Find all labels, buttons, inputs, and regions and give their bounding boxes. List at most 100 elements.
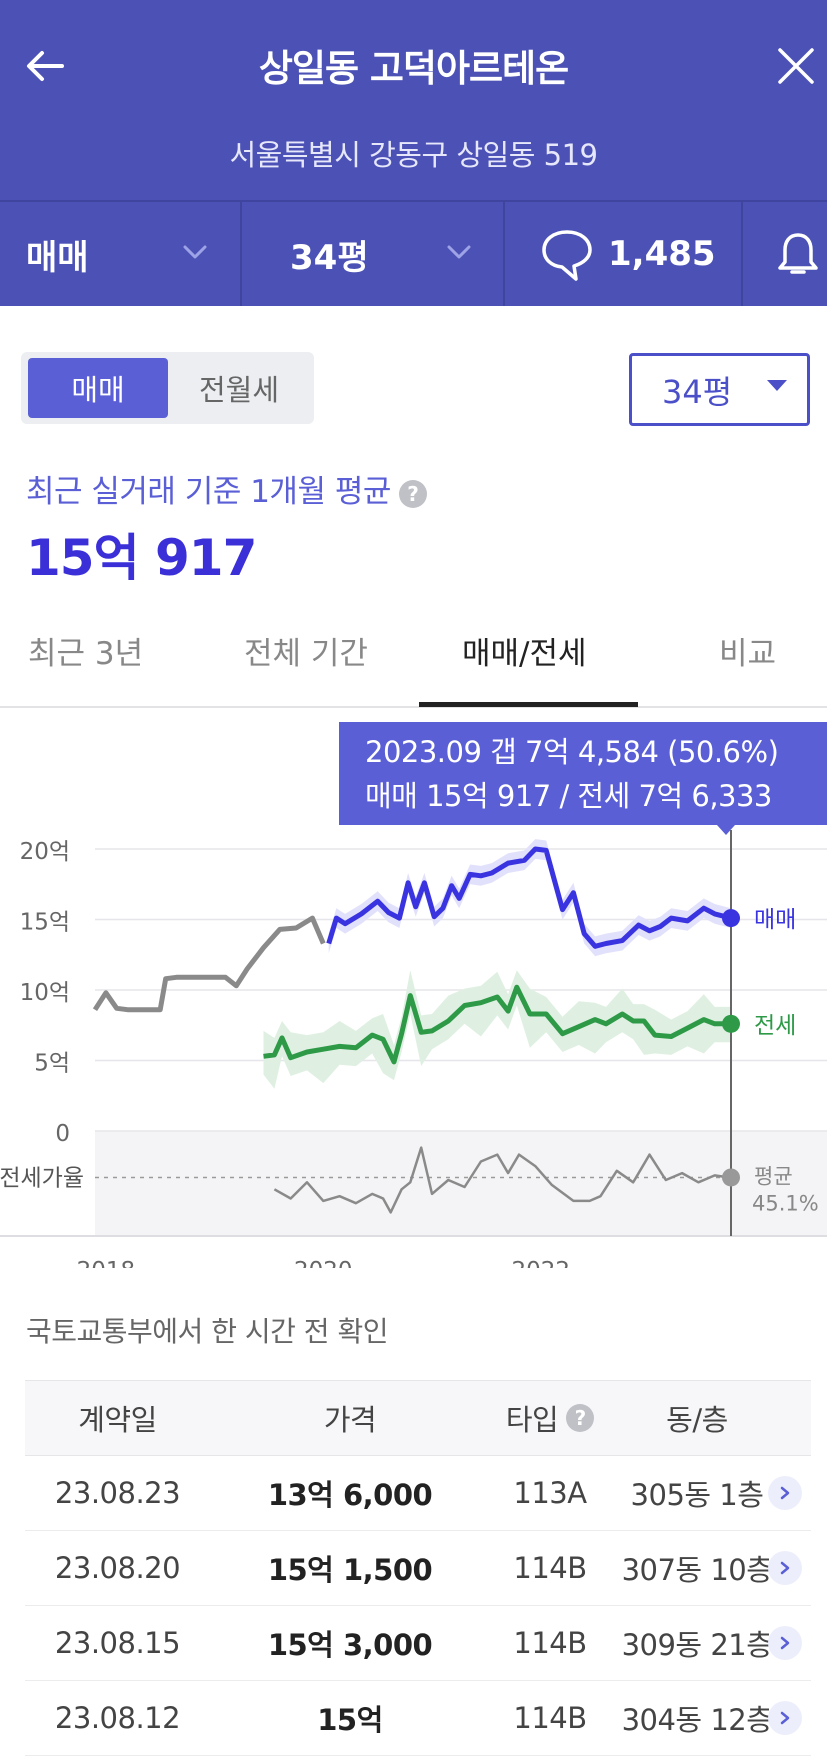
back-arrow-icon[interactable] bbox=[22, 42, 70, 90]
ratio-marker bbox=[722, 1168, 740, 1187]
size-select[interactable]: 34평 bbox=[629, 353, 810, 426]
header-date: 계약일 bbox=[78, 1403, 157, 1437]
deal-type-label: 매매 bbox=[26, 237, 89, 278]
help-icon[interactable]: ? bbox=[398, 479, 427, 508]
ratio-avg-label: 평균 bbox=[754, 1164, 793, 1188]
row-date: 23.08.23 bbox=[54, 1476, 181, 1510]
sale-history-line bbox=[92, 915, 326, 1013]
row-dong: 304동 12층 bbox=[621, 1703, 773, 1737]
toggle-sale[interactable]: 매매 bbox=[28, 358, 168, 418]
jeonse-series-label: 전세 bbox=[754, 1013, 796, 1039]
deal-type-toggle: 매매 전월세 bbox=[21, 352, 314, 424]
tab-recent-3y[interactable]: 최근 3년 bbox=[28, 636, 144, 672]
jeonse-marker bbox=[722, 1014, 740, 1033]
header-price: 가격 bbox=[323, 1403, 377, 1437]
row-detail-button[interactable] bbox=[765, 1606, 805, 1680]
header-dong: 동/층 bbox=[666, 1403, 728, 1437]
table-row[interactable]: 23.08.23 13억 6,000 113A 305동 1층 bbox=[25, 1456, 811, 1531]
row-dong: 305동 1층 bbox=[630, 1478, 764, 1512]
sale-marker bbox=[722, 909, 740, 928]
ratio-line bbox=[273, 1146, 732, 1214]
table-header: 계약일 가격 타입 ? 동/층 bbox=[25, 1380, 811, 1456]
tooltip-tail bbox=[717, 825, 735, 835]
transactions-table: 계약일 가격 타입 ? 동/층 23.08.23 13억 6,000 113A 305… bbox=[25, 1380, 811, 1756]
row-price: 15억 1,500 bbox=[267, 1553, 433, 1587]
address: 서울특별시 강동구 상일동 519 bbox=[229, 138, 599, 172]
jeonse-range-band bbox=[263, 970, 731, 1089]
row-date: 23.08.12 bbox=[54, 1701, 181, 1735]
ratio-axis-label: 전세가율 bbox=[0, 1165, 84, 1191]
ratio-avg-value: 45.1% bbox=[752, 1191, 819, 1215]
row-date: 23.08.20 bbox=[54, 1551, 181, 1585]
chevron-down-icon bbox=[182, 446, 208, 466]
jeonse-line bbox=[263, 984, 731, 1065]
x-tick-label: 2020 bbox=[294, 1258, 353, 1268]
chevron-down-icon bbox=[447, 245, 471, 259]
deal-type-dropdown[interactable]: 매매 bbox=[26, 202, 89, 306]
row-type: 114B bbox=[513, 1626, 587, 1660]
chevron-right-icon bbox=[768, 1626, 802, 1660]
bell-icon bbox=[778, 233, 818, 274]
row-detail-button[interactable] bbox=[765, 1531, 805, 1605]
data-source-note: 국토교통부에서 한 시간 전 확인 bbox=[26, 1315, 388, 1348]
row-price: 15억 3,000 bbox=[267, 1628, 433, 1662]
sale-series-label: 매매 bbox=[754, 907, 796, 933]
comment-count: 1,485 bbox=[608, 234, 716, 274]
row-dong: 307동 10층 bbox=[621, 1553, 773, 1587]
row-price: 13억 6,000 bbox=[267, 1478, 433, 1512]
y-tick-label: 10억 bbox=[20, 980, 70, 1006]
alert-button[interactable] bbox=[776, 202, 820, 306]
chevron-right-icon bbox=[768, 1551, 802, 1585]
tooltip-line-1: 2023.09 갭 7억 4,584 (50.6%) bbox=[365, 735, 779, 769]
row-date: 23.08.15 bbox=[54, 1626, 181, 1660]
size-dropdown[interactable]: 34평 bbox=[290, 202, 369, 306]
x-tick-label: 2022 bbox=[511, 1258, 570, 1268]
average-label-text: 최근 실거래 기준 1개월 평균 bbox=[26, 474, 391, 510]
tab-compare[interactable]: 비교 bbox=[719, 636, 777, 672]
ratio-panel-bg bbox=[95, 1131, 827, 1236]
divider bbox=[240, 202, 242, 306]
comments-button[interactable]: 1,485 bbox=[540, 202, 716, 306]
average-price: 15억 917 bbox=[26, 529, 257, 587]
table-row[interactable]: 23.08.20 15억 1,500 114B 307동 10층 bbox=[25, 1531, 811, 1606]
row-type: 114B bbox=[513, 1551, 587, 1585]
row-dong: 309동 21층 bbox=[621, 1628, 773, 1662]
row-type: 113A bbox=[513, 1476, 587, 1510]
help-icon[interactable]: ? bbox=[566, 1404, 595, 1432]
header-filter-bar: 매매 34평 1,485 bbox=[0, 200, 827, 306]
period-tabs: 최근 3년 전체 기간 매매/전세 비교 bbox=[0, 610, 827, 708]
y-tick-label: 20억 bbox=[20, 839, 70, 865]
active-tab-underline bbox=[419, 702, 638, 707]
row-type: 114B bbox=[513, 1701, 587, 1735]
caret-down-icon bbox=[767, 380, 787, 391]
row-detail-button[interactable] bbox=[765, 1681, 805, 1755]
divider bbox=[741, 202, 743, 306]
sale-range-band bbox=[328, 839, 731, 957]
chevron-right-icon bbox=[768, 1701, 802, 1735]
y-tick-label: 5억 bbox=[34, 1051, 70, 1077]
tab-all-period[interactable]: 전체 기간 bbox=[244, 636, 368, 672]
row-detail-button[interactable] bbox=[765, 1456, 805, 1530]
divider bbox=[503, 202, 505, 306]
row-price: 15억 bbox=[317, 1703, 383, 1737]
y-tick-label: 0 bbox=[55, 1121, 70, 1147]
table-row[interactable]: 23.08.12 15억 114B 304동 12층 bbox=[25, 1681, 811, 1756]
size-select-value: 34평 bbox=[662, 372, 733, 411]
size-label: 34평 bbox=[290, 237, 369, 278]
header-type: 타입 ? bbox=[455, 1381, 645, 1455]
table-row[interactable]: 23.08.15 15억 3,000 114B 309동 21층 bbox=[25, 1606, 811, 1681]
toggle-rent[interactable]: 전월세 bbox=[198, 373, 280, 407]
header-type-label: 타입 bbox=[505, 1403, 559, 1437]
tooltip-line-2: 매매 15억 917 / 전세 7억 6,333 bbox=[365, 779, 772, 813]
average-label: 최근 실거래 기준 1개월 평균? bbox=[26, 466, 427, 511]
tab-sale-jeonse[interactable]: 매매/전세 bbox=[462, 636, 587, 672]
chevron-right-icon bbox=[768, 1476, 802, 1510]
chart-tooltip: 2023.09 갭 7억 4,584 (50.6%) 매매 15억 917 / … bbox=[339, 722, 827, 825]
x-tick-label: 2018 bbox=[77, 1258, 136, 1268]
speech-bubble-icon bbox=[542, 230, 592, 281]
header: 상일동 고덕아르테온 서울특별시 강동구 상일동 519 매매 34평 1,48… bbox=[0, 0, 827, 306]
close-icon[interactable] bbox=[772, 42, 820, 90]
chevron-down-icon bbox=[183, 245, 207, 259]
y-tick-label: 15억 bbox=[20, 910, 70, 936]
